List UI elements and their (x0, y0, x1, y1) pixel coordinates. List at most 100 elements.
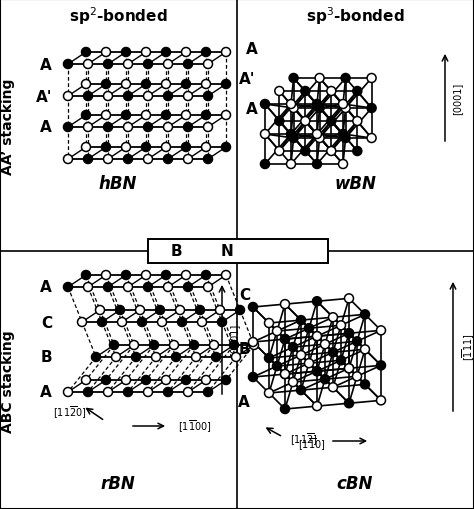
Circle shape (328, 383, 337, 392)
Circle shape (183, 155, 192, 164)
Circle shape (191, 353, 201, 362)
Circle shape (64, 283, 73, 292)
Circle shape (261, 160, 270, 169)
Circle shape (203, 123, 212, 132)
Circle shape (64, 61, 73, 69)
Text: A: A (40, 58, 52, 72)
Text: A: A (246, 102, 258, 117)
Circle shape (83, 61, 92, 69)
Circle shape (216, 306, 225, 315)
Text: A': A' (238, 72, 255, 88)
Circle shape (182, 271, 191, 280)
Circle shape (64, 388, 73, 397)
Text: A: A (40, 120, 52, 135)
Circle shape (203, 155, 212, 164)
Circle shape (82, 271, 91, 280)
Circle shape (175, 306, 184, 315)
Circle shape (312, 332, 321, 341)
Circle shape (129, 341, 138, 350)
Circle shape (341, 134, 350, 143)
Circle shape (103, 388, 112, 397)
Circle shape (116, 306, 125, 315)
Circle shape (204, 246, 216, 257)
Circle shape (144, 155, 153, 164)
Circle shape (109, 341, 118, 350)
Circle shape (353, 147, 362, 156)
Circle shape (101, 376, 110, 385)
Circle shape (376, 326, 385, 335)
Circle shape (281, 335, 290, 344)
Circle shape (211, 353, 220, 362)
Circle shape (286, 130, 295, 139)
Circle shape (162, 80, 171, 89)
Circle shape (304, 324, 313, 333)
Circle shape (182, 111, 191, 120)
Circle shape (264, 319, 273, 328)
Circle shape (338, 160, 347, 169)
Circle shape (124, 123, 133, 132)
Circle shape (121, 80, 130, 89)
Circle shape (136, 306, 145, 315)
Circle shape (82, 48, 91, 58)
Text: sp$^3$-bonded: sp$^3$-bonded (306, 5, 404, 26)
Circle shape (103, 283, 112, 292)
Circle shape (82, 111, 91, 120)
Circle shape (124, 283, 133, 292)
Circle shape (121, 271, 130, 280)
Circle shape (273, 327, 282, 336)
Text: A: A (246, 42, 258, 58)
Circle shape (203, 388, 212, 397)
Text: A': A' (36, 89, 52, 104)
Circle shape (304, 359, 313, 368)
Circle shape (312, 160, 321, 169)
Circle shape (121, 48, 130, 58)
Circle shape (162, 143, 171, 152)
Text: A: A (40, 280, 52, 295)
Circle shape (142, 143, 151, 152)
Circle shape (281, 405, 290, 414)
Circle shape (144, 123, 153, 132)
Text: A: A (40, 385, 52, 400)
Text: hBN: hBN (99, 175, 137, 192)
Text: [1$\overline{1}$0]: [1$\overline{1}$0] (298, 436, 325, 452)
Circle shape (103, 92, 112, 101)
Circle shape (367, 104, 376, 114)
Circle shape (103, 61, 112, 69)
Circle shape (121, 143, 130, 152)
Circle shape (221, 48, 230, 58)
Circle shape (264, 389, 273, 398)
Circle shape (338, 100, 347, 109)
Text: sp$^2$-bonded: sp$^2$-bonded (69, 5, 167, 26)
Circle shape (361, 345, 370, 354)
Circle shape (264, 354, 273, 363)
Circle shape (155, 306, 164, 315)
Circle shape (172, 353, 181, 362)
Circle shape (367, 74, 376, 83)
Circle shape (221, 376, 230, 385)
Circle shape (312, 402, 321, 411)
Circle shape (236, 306, 245, 315)
Circle shape (203, 92, 212, 101)
Circle shape (315, 104, 324, 114)
Circle shape (367, 134, 376, 143)
Circle shape (64, 92, 73, 101)
Circle shape (297, 316, 306, 325)
Circle shape (183, 388, 192, 397)
Circle shape (312, 332, 321, 341)
Circle shape (156, 246, 167, 257)
Circle shape (273, 362, 282, 371)
Circle shape (218, 318, 227, 327)
Circle shape (201, 376, 210, 385)
Circle shape (83, 388, 92, 397)
Circle shape (281, 370, 290, 379)
Text: [0001]: [0001] (452, 82, 462, 115)
Circle shape (144, 92, 153, 101)
Circle shape (229, 341, 238, 350)
Text: [1$\overline{1}$00]: [1$\overline{1}$00] (178, 418, 212, 434)
Circle shape (144, 61, 153, 69)
Circle shape (201, 111, 210, 120)
Circle shape (261, 100, 270, 109)
Circle shape (82, 80, 91, 89)
Circle shape (297, 386, 306, 395)
Circle shape (101, 271, 110, 280)
